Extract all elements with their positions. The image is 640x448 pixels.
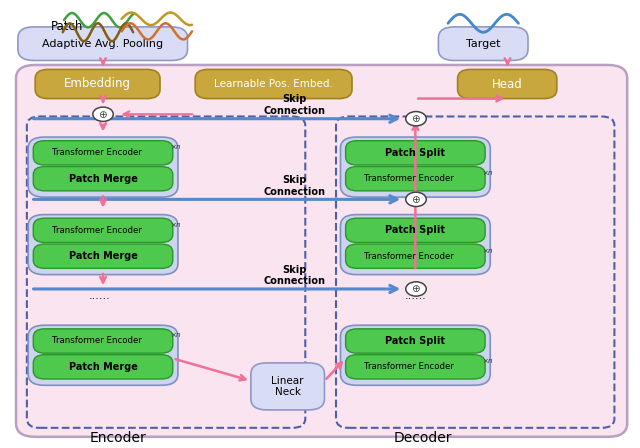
- FancyBboxPatch shape: [18, 27, 188, 60]
- Text: $\times n$: $\times n$: [482, 168, 493, 177]
- Text: ......: ......: [404, 291, 426, 301]
- FancyBboxPatch shape: [28, 325, 178, 385]
- Text: Patch: Patch: [51, 20, 83, 34]
- Text: Decoder: Decoder: [393, 431, 452, 445]
- FancyBboxPatch shape: [33, 244, 173, 268]
- Text: Patch Split: Patch Split: [385, 225, 445, 235]
- Text: $\times n$: $\times n$: [170, 142, 181, 151]
- Text: $\times n$: $\times n$: [170, 331, 181, 340]
- Text: ......: ......: [88, 291, 110, 301]
- FancyBboxPatch shape: [340, 215, 490, 275]
- FancyBboxPatch shape: [33, 329, 173, 353]
- Text: Head: Head: [492, 78, 523, 90]
- Circle shape: [406, 112, 426, 126]
- Text: $\oplus$: $\oplus$: [411, 113, 421, 124]
- FancyBboxPatch shape: [28, 137, 178, 197]
- FancyBboxPatch shape: [346, 355, 485, 379]
- Text: $\oplus$: $\oplus$: [411, 194, 421, 205]
- FancyBboxPatch shape: [438, 27, 528, 60]
- Text: $\oplus$: $\oplus$: [98, 109, 108, 120]
- FancyBboxPatch shape: [33, 141, 173, 165]
- FancyBboxPatch shape: [33, 167, 173, 191]
- Text: Transformer Encoder: Transformer Encoder: [52, 226, 141, 235]
- Text: Embedding: Embedding: [64, 78, 131, 90]
- FancyBboxPatch shape: [33, 218, 173, 242]
- Text: Skip
Connection: Skip Connection: [264, 95, 325, 116]
- Text: Patch Split: Patch Split: [385, 148, 445, 158]
- Text: $\times n$: $\times n$: [482, 246, 493, 254]
- Text: Patch Merge: Patch Merge: [68, 251, 138, 261]
- FancyBboxPatch shape: [346, 167, 485, 191]
- Text: Linear
Neck: Linear Neck: [271, 375, 304, 397]
- Text: $\times n$: $\times n$: [482, 356, 493, 365]
- Text: Transformer Encoder: Transformer Encoder: [52, 336, 141, 345]
- FancyBboxPatch shape: [16, 65, 627, 437]
- Text: Skip
Connection: Skip Connection: [264, 265, 325, 286]
- Text: Transformer Encoder: Transformer Encoder: [364, 174, 454, 183]
- FancyBboxPatch shape: [346, 141, 485, 165]
- Text: Learnable Pos. Embed.: Learnable Pos. Embed.: [214, 79, 333, 89]
- Text: Adaptive Avg. Pooling: Adaptive Avg. Pooling: [42, 39, 163, 49]
- Text: Patch Merge: Patch Merge: [68, 174, 138, 184]
- Text: Target: Target: [466, 39, 500, 49]
- Text: Skip
Connection: Skip Connection: [264, 175, 325, 197]
- FancyBboxPatch shape: [33, 355, 173, 379]
- FancyBboxPatch shape: [346, 329, 485, 353]
- Circle shape: [406, 192, 426, 207]
- Text: Patch Split: Patch Split: [385, 336, 445, 346]
- Text: Transformer Encoder: Transformer Encoder: [52, 148, 141, 157]
- FancyBboxPatch shape: [340, 137, 490, 197]
- Text: $\times n$: $\times n$: [170, 220, 181, 229]
- FancyBboxPatch shape: [35, 69, 160, 99]
- Text: Patch Merge: Patch Merge: [68, 362, 138, 372]
- Circle shape: [93, 107, 113, 121]
- FancyBboxPatch shape: [346, 218, 485, 242]
- Text: Transformer Encoder: Transformer Encoder: [364, 252, 454, 261]
- Circle shape: [406, 282, 426, 296]
- FancyBboxPatch shape: [346, 244, 485, 268]
- Text: Transformer Encoder: Transformer Encoder: [364, 362, 454, 371]
- Text: $\oplus$: $\oplus$: [411, 284, 421, 294]
- FancyBboxPatch shape: [251, 363, 324, 410]
- FancyBboxPatch shape: [340, 325, 490, 385]
- Text: Encoder: Encoder: [90, 431, 147, 445]
- FancyBboxPatch shape: [458, 69, 557, 99]
- FancyBboxPatch shape: [195, 69, 352, 99]
- FancyBboxPatch shape: [28, 215, 178, 275]
